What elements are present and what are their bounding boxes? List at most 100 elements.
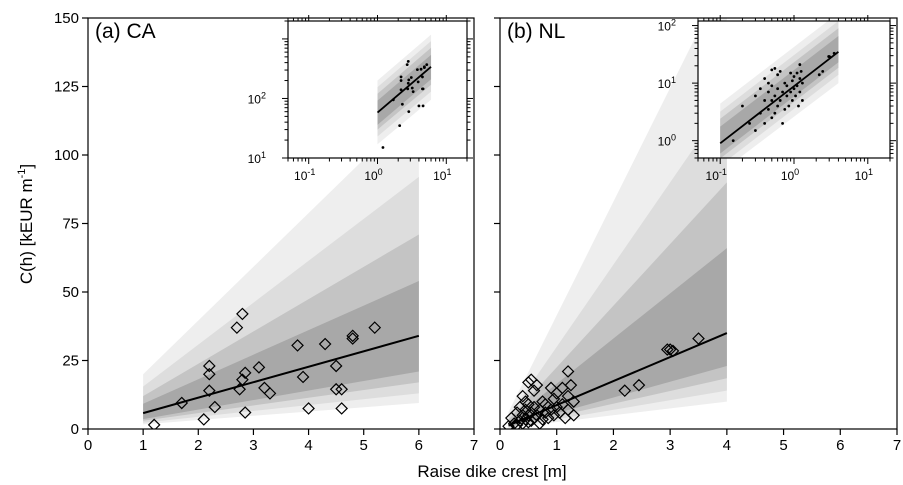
inset-data-point	[790, 99, 794, 102]
data-point	[692, 332, 705, 345]
data-point	[618, 384, 632, 397]
data-point	[666, 344, 680, 358]
inset-data-point	[790, 79, 794, 83]
data-point	[510, 418, 524, 429]
y-axis-label: C(h) [kEUR m-1]	[16, 164, 36, 284]
inset-data-point	[792, 75, 796, 78]
data-point	[550, 400, 564, 414]
inset-y-tick-exponent: 1	[671, 75, 676, 85]
data-point	[202, 384, 216, 397]
x-tick-label: 0	[496, 437, 504, 454]
data-point	[233, 382, 246, 396]
x-tick-label: 4	[304, 437, 312, 454]
inset-data-point	[767, 81, 770, 85]
inset-data-point	[754, 94, 757, 98]
inset-data-point	[787, 104, 791, 108]
data-point	[318, 337, 332, 351]
inset-data-point	[798, 90, 802, 94]
inset-data-point	[789, 71, 793, 75]
inset-data-point	[406, 81, 410, 85]
fit-line	[142, 334, 420, 415]
data-point	[197, 413, 211, 426]
x-tick-label: 7	[470, 437, 478, 454]
inset-data-point	[748, 121, 751, 125]
inset-data-point	[785, 84, 789, 88]
y-tick-label: 0	[71, 421, 79, 438]
inset-plot-area	[376, 34, 432, 149]
inset-y-tick-base: 10	[658, 135, 672, 149]
data-point	[530, 378, 544, 392]
x-tick-label: 1	[553, 437, 561, 454]
inset-data-point	[405, 63, 409, 67]
inset-data-point	[776, 87, 780, 91]
data-point	[238, 406, 252, 419]
x-axis-label: Raise dike crest [m]	[417, 462, 566, 481]
data-point	[368, 321, 382, 334]
inset-data-point	[731, 139, 735, 143]
inset-data-point	[770, 99, 774, 102]
inset-data-point	[398, 124, 402, 128]
inset-data-point	[409, 76, 413, 79]
inset-x-tick-exponent: 0	[378, 167, 383, 177]
x-tick-label: 7	[893, 437, 901, 454]
inset-data-point	[411, 90, 415, 94]
data-point	[547, 408, 561, 422]
inset-data-point	[792, 87, 796, 91]
data-point	[263, 387, 277, 400]
inset-data-point	[422, 66, 426, 69]
inset-data-point	[832, 51, 836, 55]
data-point	[208, 400, 222, 414]
inset-data-point	[801, 99, 804, 102]
inset-data-point	[770, 84, 774, 88]
inset-data-point	[770, 68, 774, 72]
data-point	[567, 408, 581, 422]
inset-y-tick-exponent: 2	[671, 18, 676, 28]
inset-y-tick-label: 102	[658, 18, 676, 34]
x-tick-label: 5	[360, 437, 368, 454]
inset-data-point	[783, 81, 787, 85]
data-point	[561, 365, 575, 378]
inset-x-tick-label: 101	[855, 167, 873, 183]
inset-data-point	[754, 129, 757, 132]
inset-data-point	[767, 90, 770, 94]
inset-fit-line	[376, 66, 432, 114]
inset-data-point	[415, 68, 419, 72]
inset-data-point	[817, 73, 821, 77]
data-point	[346, 332, 360, 345]
inset-y-tick-label: 101	[248, 150, 266, 166]
data-point	[541, 411, 555, 425]
inset-data-point	[778, 99, 782, 102]
inset-data-point	[785, 94, 789, 98]
inset-x-tick-exponent: 1	[868, 167, 873, 177]
inset-x-tick-label: 100	[364, 167, 382, 183]
data-point	[335, 382, 349, 396]
inset-data-point	[406, 87, 410, 91]
inset-data-point	[763, 99, 767, 102]
band-3	[508, 248, 727, 427]
data-point	[522, 376, 535, 389]
panel-b-title: (b) NL	[507, 20, 565, 43]
inset-fit-line	[719, 51, 839, 145]
inset-y-tick-exponent: 2	[261, 90, 266, 100]
panel-b-plot-area	[502, 18, 728, 429]
inset-data-point	[406, 59, 410, 63]
inset-data-point	[776, 73, 780, 77]
data-point	[527, 384, 541, 397]
data-point	[539, 406, 552, 419]
inset-data-point	[425, 63, 429, 67]
inset-x-tick-base: 10	[706, 169, 720, 183]
data-point	[335, 402, 349, 415]
inset-data-point	[783, 107, 787, 111]
inset-data-point	[407, 110, 411, 114]
y-axis-label-superscript: -1	[16, 169, 28, 179]
inset-x-tick-base: 10	[294, 169, 308, 183]
inset-data-point	[419, 67, 423, 71]
x-tick-label: 5	[779, 437, 787, 454]
y-tick-label: 100	[54, 147, 79, 164]
inset-data-point	[795, 84, 799, 88]
